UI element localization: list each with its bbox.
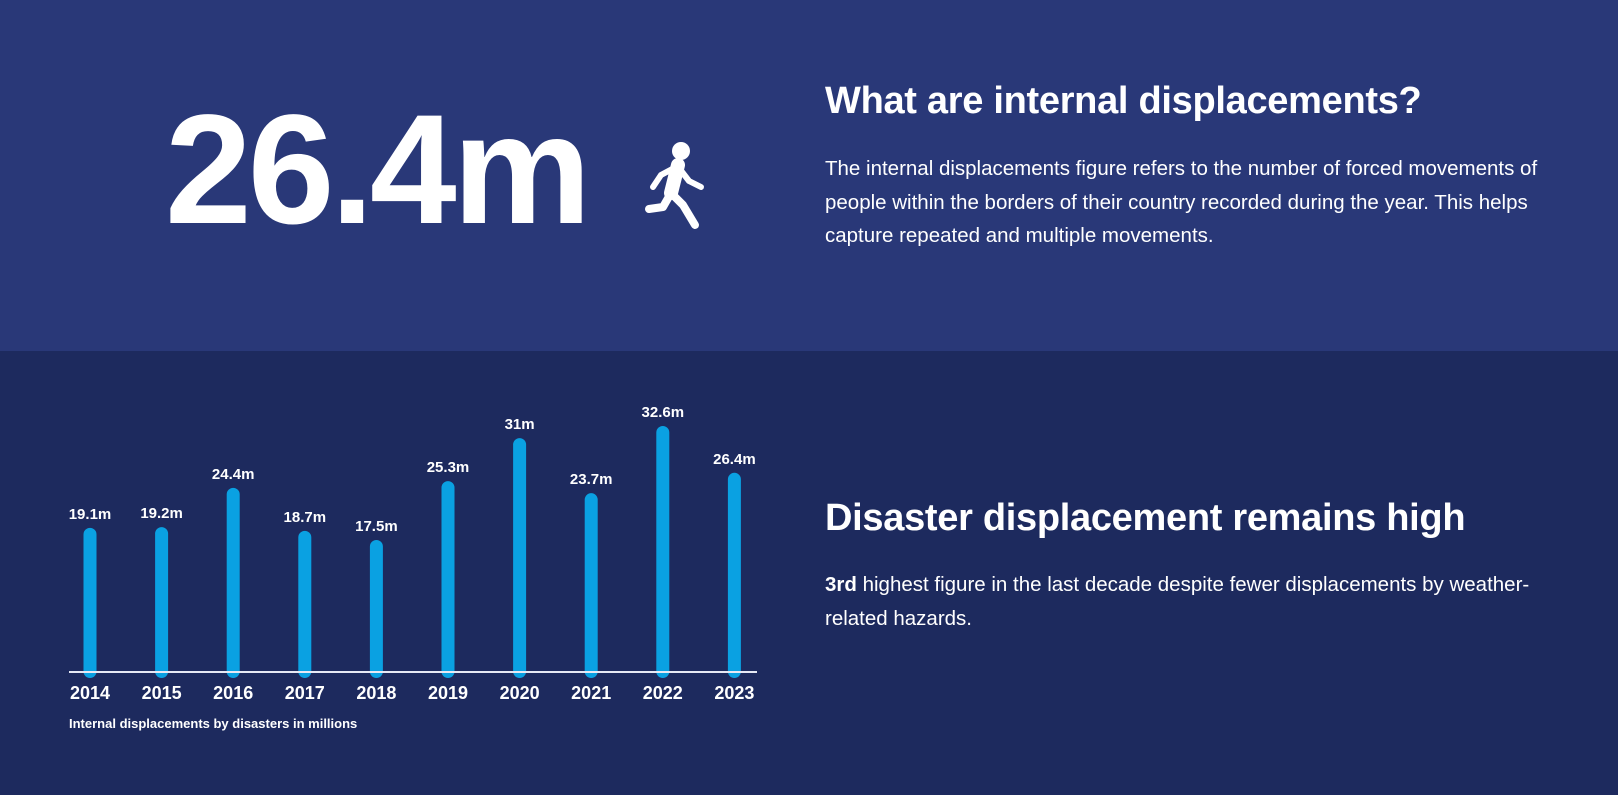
running-person-icon — [645, 142, 704, 229]
chart-caption: Internal displacements by disasters in m… — [69, 716, 358, 731]
tick-label-2022: 2022 — [643, 683, 683, 703]
tick-label-2015: 2015 — [142, 683, 182, 703]
displacement-stat: 26.4m — [165, 83, 591, 257]
bar-2016 — [226, 487, 240, 678]
data-label-2014: 19.1m — [69, 506, 112, 523]
bar-2020 — [513, 438, 527, 678]
bar-2017 — [298, 530, 312, 678]
tick-label-2023: 2023 — [714, 683, 754, 703]
about-title: What are internal displacements? — [825, 80, 1422, 122]
bar-2022 — [656, 426, 670, 678]
bar-2018 — [369, 539, 383, 678]
data-label-2020: 31m — [505, 416, 535, 433]
highlight-rank: 3rd — [825, 573, 857, 596]
tick-label-2018: 2018 — [356, 683, 396, 703]
bar-2019 — [441, 481, 455, 678]
tick-label-2021: 2021 — [571, 683, 611, 703]
about-body: The internal displacements figure refers… — [825, 157, 1538, 247]
bar-2021 — [584, 493, 598, 678]
tick-label-2016: 2016 — [213, 683, 253, 703]
data-label-2019: 25.3m — [427, 459, 470, 476]
data-label-2021: 23.7m — [570, 471, 613, 488]
bars-group: 19.1m 2014 19.2m 2015 24.4m 2016 18.7m 2017 17.5… — [69, 404, 756, 703]
tick-label-2017: 2017 — [285, 683, 325, 703]
data-label-2015: 19.2m — [140, 505, 183, 522]
bar-2015 — [155, 527, 169, 678]
highlight-body: 3rd highest figure in the last decade de… — [825, 568, 1545, 636]
highlight-text: highest figure in the last decade despit… — [825, 573, 1530, 630]
intro-section — [0, 0, 1618, 351]
tick-label-2019: 2019 — [428, 683, 468, 703]
highlight-title: Disaster displacement remains high — [825, 497, 1466, 539]
tick-label-2020: 2020 — [500, 683, 540, 703]
chart-section — [0, 351, 1618, 795]
data-label-2017: 18.7m — [284, 509, 327, 526]
data-label-2022: 32.6m — [642, 404, 685, 421]
tick-label-2014: 2014 — [70, 683, 110, 703]
displacement-bar-chart: 19.1m 2014 19.2m 2015 24.4m 2016 18.7m 2017 17.5… — [69, 404, 757, 703]
data-label-2016: 24.4m — [212, 466, 255, 483]
data-label-2018: 17.5m — [355, 518, 398, 535]
data-label-2023: 26.4m — [713, 451, 756, 468]
bar-2023 — [727, 472, 741, 678]
bar-2014 — [83, 527, 97, 678]
